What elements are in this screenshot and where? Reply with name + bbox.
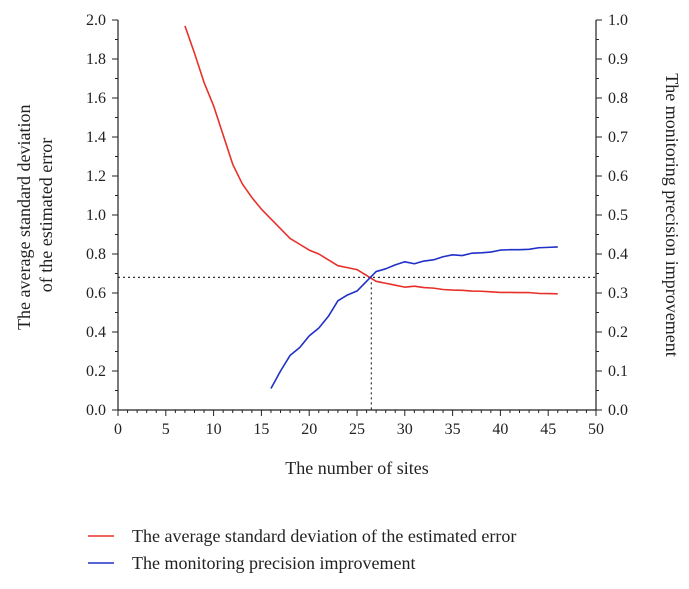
y-right-tick-label: 0.7: [608, 129, 628, 146]
x-axis-title: The number of sites: [285, 458, 428, 478]
legend-label-blue: The monitoring precision improvement: [132, 553, 415, 573]
x-tick-label: 45: [540, 421, 556, 438]
left-axis-title-line-2: of the estimated error: [36, 138, 56, 292]
x-tick-label: 30: [397, 421, 413, 438]
y-left-tick-label: 1.2: [86, 168, 106, 185]
x-tick-label: 10: [206, 421, 222, 438]
y-right-tick-label: 0.6: [608, 168, 628, 185]
left-axis-title: The average standard deviation of the es…: [14, 100, 56, 330]
y-right-tick-label: 0.9: [608, 51, 628, 68]
ticks: 0 5 10 15 20 25 30 35 40 45 500.00.20.40.60.81.01.…: [86, 12, 628, 438]
right-axis-title: The monitoring precision improvement: [662, 73, 682, 356]
x-tick-label: 25: [349, 421, 365, 438]
y-left-tick-label: 0.2: [86, 363, 106, 380]
y-left-tick-label: 1.0: [86, 207, 106, 224]
y-right-tick-label: 0.5: [608, 207, 628, 224]
y-left-tick-label: 0.6: [86, 285, 106, 302]
x-tick-label: 5: [162, 421, 170, 438]
y-right-tick-label: 0.4: [608, 246, 628, 263]
y-left-tick-label: 0.0: [86, 402, 106, 419]
y-left-tick-label: 2.0: [86, 12, 106, 29]
x-tick-label: 50: [588, 421, 604, 438]
series-line-precision-improvement: [270, 246, 558, 389]
left-axis-title-line-1: The average standard deviation: [14, 105, 34, 330]
y-right-tick-label: 0.1: [608, 363, 628, 380]
y-right-tick-label: 0.3: [608, 285, 628, 302]
x-tick-label: 35: [445, 421, 461, 438]
y-right-tick-label: 0.0: [608, 402, 628, 419]
x-tick-label: 40: [492, 421, 508, 438]
grid-reference-lines: [118, 276, 596, 410]
legend: The average standard deviation of the es…: [88, 526, 516, 573]
y-right-tick-label: 0.8: [608, 90, 628, 107]
y-right-tick-label: 1.0: [608, 12, 628, 29]
series-line-avg-std-dev: [184, 25, 558, 295]
y-left-tick-label: 1.4: [86, 129, 106, 146]
x-tick-label: 0: [114, 421, 122, 438]
y-right-tick-label: 0.2: [608, 324, 628, 341]
y-left-tick-label: 0.4: [86, 324, 106, 341]
series-layer: [184, 25, 558, 389]
y-left-tick-label: 0.8: [86, 246, 106, 263]
y-left-tick-label: 1.8: [86, 51, 106, 68]
axes: [117, 20, 597, 411]
y-left-tick-label: 1.6: [86, 90, 106, 107]
x-tick-label: 20: [301, 421, 317, 438]
x-tick-label: 15: [253, 421, 269, 438]
legend-label-red: The average standard deviation of the es…: [132, 526, 516, 546]
